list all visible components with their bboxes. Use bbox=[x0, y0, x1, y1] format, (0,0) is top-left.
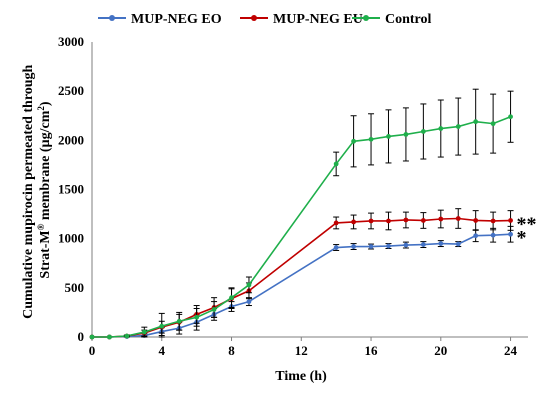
data-point bbox=[455, 124, 461, 129]
data-point bbox=[473, 218, 479, 223]
x-tick-label: 16 bbox=[365, 343, 379, 358]
data-point bbox=[176, 318, 182, 324]
x-tick-label: 8 bbox=[228, 343, 235, 358]
data-point bbox=[473, 233, 479, 239]
data-point bbox=[229, 295, 234, 301]
data-point bbox=[386, 243, 391, 249]
x-axis-title: Time (h) bbox=[275, 369, 327, 384]
annotations: *** bbox=[517, 213, 537, 249]
y-tick-label: 1500 bbox=[58, 182, 84, 197]
ticks: 0 500 1000 1500 2000 2500 3000 0 4 8 12 16 20 24 bbox=[58, 34, 518, 358]
data-point bbox=[159, 323, 165, 329]
legend-entry: MUP-NEG EU bbox=[240, 12, 363, 27]
axes bbox=[91, 42, 528, 338]
x-tick-label: 12 bbox=[295, 343, 308, 358]
x-tick-label: 20 bbox=[434, 343, 447, 358]
data-point bbox=[89, 334, 95, 340]
series-mup-neg-eo bbox=[89, 225, 514, 340]
data-point bbox=[490, 121, 496, 127]
data-point bbox=[420, 218, 426, 223]
series-line bbox=[92, 217, 511, 338]
y-tick-label: 2000 bbox=[58, 132, 84, 147]
series-layer bbox=[89, 88, 514, 340]
data-point bbox=[508, 231, 513, 237]
data-point bbox=[490, 232, 496, 238]
data-point bbox=[333, 245, 339, 250]
data-point bbox=[455, 216, 461, 221]
y-axis-title-line1: Cumulative mupirocin permeated through bbox=[21, 64, 36, 318]
data-point bbox=[490, 218, 496, 224]
data-point bbox=[508, 218, 513, 223]
y-tick-label: 1000 bbox=[58, 231, 84, 246]
data-point bbox=[438, 216, 444, 222]
data-point bbox=[420, 242, 426, 247]
y-axis-title-line2: Strat-M® membrane (µg/cm2) bbox=[36, 101, 53, 278]
legend-entry: Control bbox=[352, 12, 432, 27]
y-tick-label: 0 bbox=[78, 329, 85, 344]
data-point bbox=[194, 314, 200, 320]
data-point bbox=[438, 126, 444, 131]
y-axis-title: Cumulative mupirocin permeated through S… bbox=[21, 61, 53, 319]
legend-swatch-marker bbox=[109, 15, 115, 21]
data-point bbox=[403, 242, 409, 248]
legend-label: MUP-NEG EO bbox=[131, 12, 222, 27]
data-point bbox=[246, 282, 252, 288]
y-tick-label: 500 bbox=[65, 280, 85, 295]
data-point bbox=[368, 218, 374, 224]
data-point bbox=[403, 217, 409, 223]
data-point bbox=[351, 244, 356, 249]
data-point bbox=[351, 138, 356, 144]
series-control bbox=[89, 88, 514, 340]
data-point bbox=[386, 134, 391, 139]
data-point bbox=[333, 161, 339, 167]
data-point bbox=[508, 114, 513, 120]
y-tick-label: 2500 bbox=[58, 83, 84, 98]
significance-mark: ** bbox=[517, 213, 537, 235]
data-point bbox=[438, 241, 444, 246]
legend-swatch-marker bbox=[363, 15, 369, 21]
significance-mark: * bbox=[517, 227, 527, 249]
legend-swatch-marker bbox=[251, 15, 257, 21]
data-point bbox=[455, 241, 461, 247]
data-point bbox=[246, 299, 252, 304]
data-point bbox=[333, 220, 339, 226]
data-point bbox=[211, 307, 217, 312]
data-point bbox=[124, 333, 130, 339]
legend: MUP-NEG EO MUP-NEG EU Control bbox=[98, 12, 432, 27]
legend-label: Control bbox=[385, 12, 432, 27]
x-tick-label: 24 bbox=[504, 343, 518, 358]
legend-entry: MUP-NEG EO bbox=[98, 12, 222, 27]
data-point bbox=[420, 129, 426, 134]
data-point bbox=[368, 136, 374, 142]
series-mup-neg-eu bbox=[89, 208, 514, 340]
data-point bbox=[403, 132, 409, 137]
y-tick-label: 3000 bbox=[58, 34, 84, 49]
data-point bbox=[141, 329, 147, 335]
data-point bbox=[368, 244, 374, 249]
data-point bbox=[351, 219, 356, 225]
data-point bbox=[107, 334, 112, 340]
series-line bbox=[92, 115, 511, 338]
legend-label: MUP-NEG EU bbox=[273, 12, 363, 27]
x-tick-label: 4 bbox=[159, 343, 166, 358]
x-tick-label: 0 bbox=[89, 343, 96, 358]
data-point bbox=[473, 119, 479, 125]
data-point bbox=[386, 218, 391, 224]
